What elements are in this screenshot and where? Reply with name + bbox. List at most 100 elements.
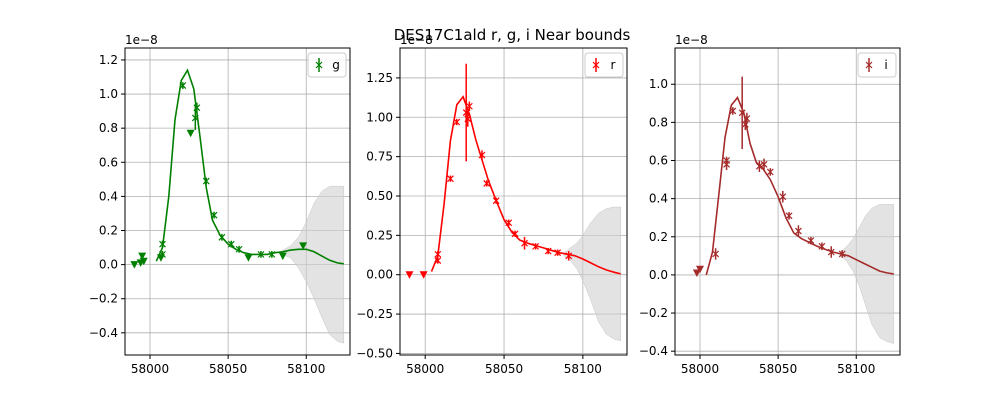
ytick-label-i-1: −0.2: [639, 306, 668, 320]
plot-area-r: [405, 63, 621, 342]
legend-i: i: [857, 52, 897, 78]
ytick-label-i-0: −0.4: [639, 344, 668, 358]
data-point-r-1: [434, 250, 442, 258]
xtick-label-g-0: 58000: [131, 362, 169, 376]
data-point-i-2: [723, 156, 730, 165]
data-point-r-2: [447, 175, 454, 183]
plot-area-i: [692, 76, 895, 344]
ytick-label-r-6: 1.00: [366, 110, 393, 124]
data-point-r-9: [492, 197, 500, 205]
data-point-i-4: [738, 76, 746, 150]
ytick-label-g-6: 0.8: [99, 121, 118, 135]
ytick-label-r-4: 0.50: [366, 189, 393, 203]
ytick-label-r-7: 1.25: [366, 71, 393, 85]
data-point-r-13: [532, 242, 539, 250]
ytick-label-i-5: 0.6: [649, 154, 668, 168]
data-point-i-13: [807, 236, 815, 245]
ytick-label-i-4: 0.4: [649, 192, 668, 206]
upper-limit-g-0: [130, 261, 139, 269]
xtick-label-r-2: 58100: [564, 362, 602, 376]
data-point-r-14: [544, 247, 552, 255]
offset-label-i: 1e−8: [675, 33, 708, 47]
ytick-label-r-5: 0.75: [366, 150, 393, 164]
upper-limit-g-6: [244, 254, 253, 262]
data-point-i-3: [729, 107, 737, 115]
xtick-label-r-0: 58000: [406, 362, 444, 376]
data-point-g-5: [202, 177, 210, 185]
data-point-i-6: [743, 112, 751, 125]
data-point-r-11: [511, 230, 519, 238]
uncertainty-band-r: [563, 206, 621, 342]
offset-label-r: 1e−8: [400, 33, 433, 47]
ytick-label-r-2: 0.00: [366, 268, 393, 282]
model-curve-i: [705, 96, 894, 276]
upper-limit-g-8: [299, 242, 308, 250]
upper-limit-i-0: [692, 269, 701, 278]
data-point-i-12: [795, 225, 802, 237]
figure-title: DES17C1ald r, g, i Near bounds: [394, 26, 631, 44]
data-point-g-11: [268, 250, 276, 258]
ytick-label-r-0: −0.50: [356, 346, 393, 360]
axes-frame-r: [399, 47, 628, 356]
data-point-r-6: [465, 101, 473, 111]
data-point-r-3: [453, 118, 461, 126]
ytick-label-i-2: 0.0: [649, 268, 668, 282]
xtick-label-r-1: 58050: [485, 362, 523, 376]
legend-label-i: i: [884, 58, 887, 72]
axes-frame-g: [124, 47, 351, 356]
data-point-g-7: [218, 233, 226, 241]
xtick-label-i-1: 58050: [759, 362, 797, 376]
data-point-r-12: [521, 236, 528, 250]
legend-label-g: g: [332, 58, 340, 72]
data-point-i-15: [827, 246, 835, 258]
plot-area-g: [130, 68, 345, 344]
data-point-i-14: [818, 242, 826, 251]
ytick-label-g-1: −0.2: [89, 292, 118, 306]
data-point-i-8: [760, 158, 768, 171]
data-point-g-2: [179, 82, 187, 89]
ytick-label-g-0: −0.4: [89, 326, 118, 340]
xtick-label-i-2: 58100: [837, 362, 875, 376]
uncertainty-band-g: [281, 185, 345, 344]
upper-limit-g-4: [156, 254, 165, 262]
data-point-g-9: [235, 245, 243, 253]
data-point-r-0: [434, 257, 442, 264]
upper-limit-g-7: [278, 252, 287, 261]
ytick-label-g-4: 0.4: [99, 189, 118, 203]
legend-g: g: [307, 52, 347, 78]
data-point-i-16: [838, 250, 846, 258]
data-point-r-7: [478, 150, 486, 160]
panel-i: 58000 58050 58100 −0.4 −0.2 0.0 0.2 0.4 0.6 0.8 1.…: [639, 33, 901, 376]
ytick-label-r-1: −0.25: [356, 307, 393, 321]
data-point-i-9: [766, 168, 774, 176]
ytick-label-g-3: 0.2: [99, 223, 118, 237]
xtick-label-i-0: 58000: [681, 362, 719, 376]
ytick-label-i-6: 0.8: [649, 115, 668, 129]
data-point-r-15: [554, 249, 562, 257]
data-point-g-1: [159, 240, 166, 248]
upper-limit-g-3: [139, 257, 148, 266]
legend-label-r: r: [611, 58, 616, 72]
ytick-label-i-3: 0.2: [649, 230, 668, 244]
ytick-label-g-2: 0.0: [99, 258, 118, 272]
data-point-i-0: [712, 248, 720, 260]
axes-frame-i: [674, 47, 901, 356]
panel-g: 58000 58050 58100 −0.4 −0.2 0.0 0.2 0.4 0.6 0.8 1.…: [89, 33, 351, 376]
ytick-label-i-7: 1.0: [649, 77, 668, 91]
ytick-label-g-7: 1.0: [99, 87, 118, 101]
data-point-r-16: [565, 251, 573, 261]
ytick-label-g-5: 0.6: [99, 155, 118, 169]
data-point-g-10: [257, 250, 265, 258]
data-point-i-11: [785, 211, 793, 220]
xtick-label-g-2: 58100: [287, 362, 325, 376]
upper-limit-i-1: [696, 265, 704, 274]
upper-limit-g-5: [186, 129, 195, 138]
data-point-r-5: [464, 110, 472, 127]
xtick-label-g-1: 58050: [209, 362, 247, 376]
data-point-g-8: [227, 240, 235, 248]
data-point-g-6: [210, 211, 218, 219]
data-point-i-7: [755, 160, 763, 172]
panel-r: 58000 58050 58100 −0.50 −0.25 0.00 0.25 0.50 0.7…: [356, 33, 628, 376]
upper-limit-r-1: [419, 271, 428, 279]
